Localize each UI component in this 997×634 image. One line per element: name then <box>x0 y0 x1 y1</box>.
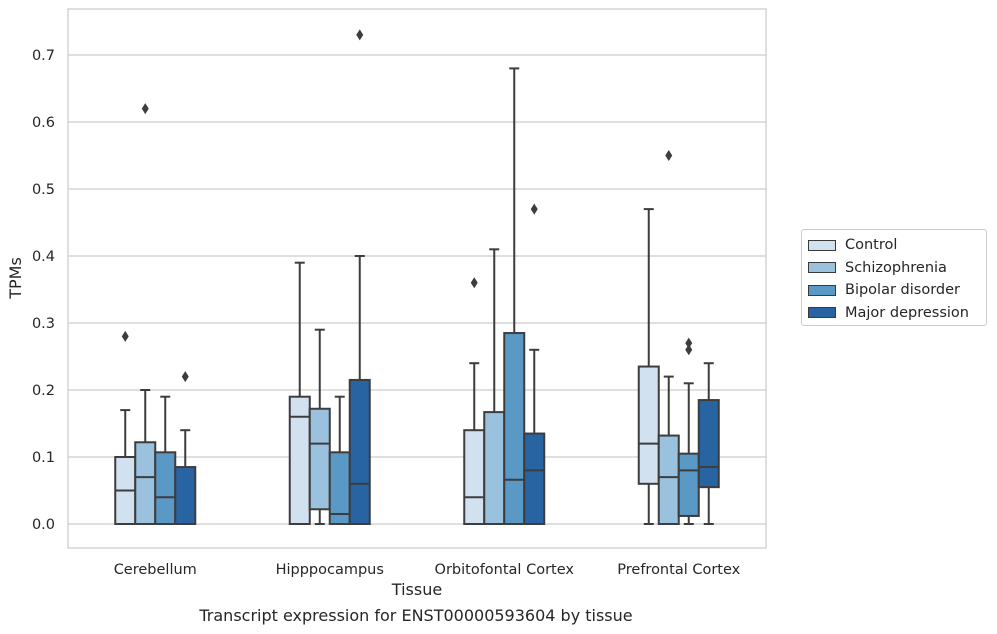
legend-swatch <box>808 239 836 251</box>
x-axis-ticks: Cerebellum Hipppocampus Orbitofontal Corte… <box>114 562 741 578</box>
legend-item: Control <box>808 234 980 257</box>
legend-label: Major depression <box>845 304 969 321</box>
legend-swatch <box>808 307 836 319</box>
outlier-point <box>356 29 364 41</box>
box <box>637 365 660 485</box>
box <box>523 432 546 525</box>
box <box>154 451 177 525</box>
x-tick-label: Hipppocampus <box>276 562 384 578</box>
plot-frame <box>67 8 767 549</box>
y-tick-label: 0.4 <box>32 249 55 265</box>
box-group <box>114 103 197 526</box>
legend-item: Bipolar disorder <box>808 279 980 302</box>
outlier-point <box>121 330 129 342</box>
box <box>174 466 197 525</box>
box <box>288 395 311 526</box>
outlier-point <box>665 150 673 161</box>
box <box>463 429 486 526</box>
y-tick-label: 0.5 <box>32 182 55 198</box>
legend-swatch <box>808 262 836 274</box>
x-tick-label: Orbitofontal Cortex <box>435 562 575 578</box>
y-tick-label: 0.2 <box>32 383 55 399</box>
x-tick-label: Cerebellum <box>114 562 197 578</box>
box <box>697 399 720 489</box>
box <box>308 407 331 511</box>
y-tick-label: 0.6 <box>32 115 55 131</box>
box-group <box>463 67 546 526</box>
outlier-point <box>141 103 149 115</box>
chart-caption: Transcript expression for ENST0000059360… <box>199 606 633 625</box>
box <box>483 411 506 525</box>
outlier-point <box>530 203 538 215</box>
y-tick-label: 0.3 <box>32 316 55 332</box>
outlier-point <box>470 277 478 289</box>
box <box>677 452 700 517</box>
legend-item: Schizophrenia <box>808 257 980 280</box>
legend-label: Bipolar disorder <box>845 282 960 299</box>
y-tick-label: 0.0 <box>32 517 55 533</box>
x-tick-label: Prefrontal Cortex <box>617 562 740 578</box>
box <box>348 378 371 526</box>
y-axis-label: TPMs <box>6 257 25 300</box>
y-tick-label: 0.7 <box>32 48 55 64</box>
outlier-point <box>685 337 693 349</box>
box-group <box>288 29 371 526</box>
box <box>503 332 526 525</box>
y-axis-ticks: 0.0 0.1 0.2 0.3 0.4 0.5 0.6 0.7 <box>32 48 55 533</box>
legend-label: Schizophrenia <box>845 259 947 276</box>
box-group <box>637 150 720 525</box>
legend-swatch <box>808 284 836 296</box>
box <box>134 441 157 526</box>
box <box>657 434 680 525</box>
y-tick-label: 0.1 <box>32 450 55 466</box>
outlier-point <box>181 371 189 383</box>
box-groups <box>114 29 720 526</box>
x-axis-label: Tissue <box>391 580 442 599</box>
legend-item: Major depression <box>808 302 980 325</box>
outlier-point <box>685 344 693 356</box>
legend-label: Control <box>845 237 898 254</box>
legend: Control Schizophrenia Bipolar disorder Majo… <box>801 229 987 326</box>
